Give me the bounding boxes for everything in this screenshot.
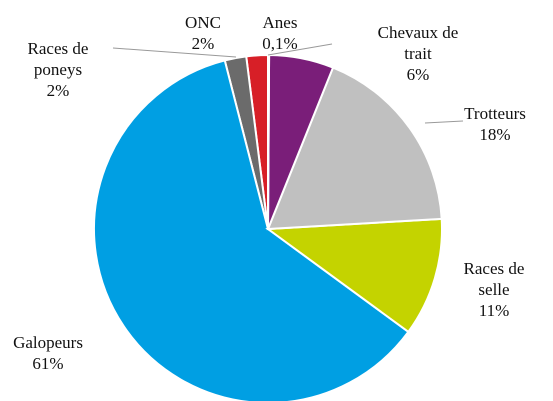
value-label: 61%: [32, 354, 64, 373]
slice-label: Races de selle 11%: [452, 258, 536, 321]
pie-slice: [265, 217, 443, 334]
slice-label: Chevaux de trait 6%: [363, 22, 473, 85]
slice-label: Trotteurs 18%: [445, 103, 545, 145]
category-name: Anes: [262, 13, 298, 32]
category-name: Galopeurs: [13, 333, 83, 352]
leader-line: [424, 120, 464, 124]
value-label: 2%: [191, 34, 215, 53]
slice-label: Anes 0,1%: [240, 12, 320, 54]
pie-slice: [266, 66, 443, 231]
slice-label: ONC 2%: [173, 12, 233, 54]
value-label: 6%: [406, 65, 430, 84]
leader-line: [112, 47, 237, 58]
category-name: Chevaux de trait: [377, 23, 459, 63]
value-label: 18%: [479, 125, 511, 144]
value-label: 2%: [46, 81, 70, 100]
pie-slice: [92, 59, 410, 401]
pie-slice: [267, 53, 271, 230]
slice-label: Galopeurs 61%: [0, 332, 98, 374]
value-label: 0,1%: [262, 34, 298, 53]
category-name: Races de selle: [463, 259, 525, 299]
category-name: ONC: [185, 13, 221, 32]
value-label: 11%: [478, 301, 510, 320]
slice-label: Races de poneys 2%: [13, 38, 103, 101]
leader-line: [267, 43, 333, 56]
category-name: Trotteurs: [464, 104, 526, 123]
category-name: Races de poneys: [27, 39, 89, 79]
